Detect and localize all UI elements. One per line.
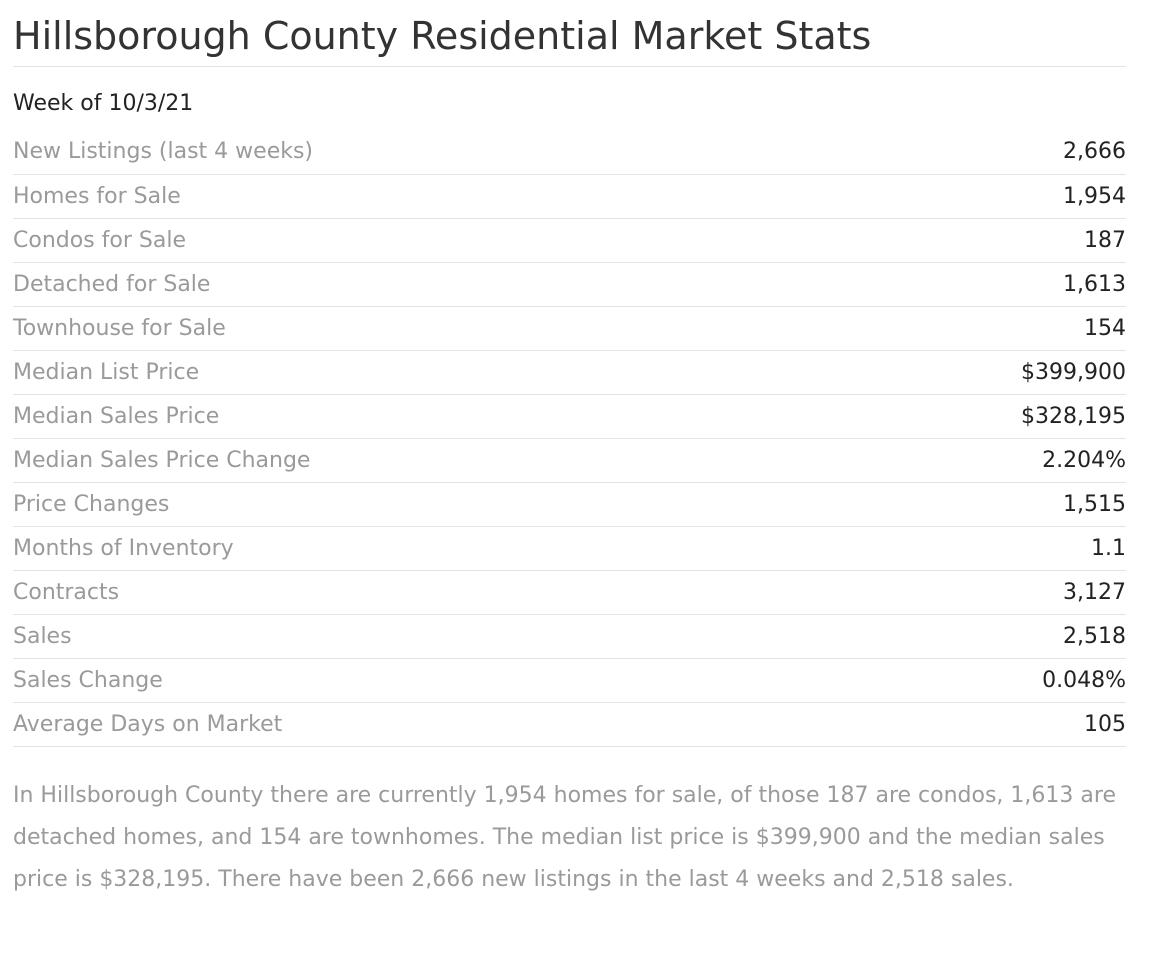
table-row: Sales Change 0.048%: [13, 658, 1126, 703]
title-divider: [13, 66, 1126, 67]
table-row: Price Changes 1,515: [13, 482, 1126, 527]
stat-value-median-list-price: $399,900: [837, 350, 1126, 395]
table-row: New Listings (last 4 weeks) 2,666: [13, 130, 1126, 175]
stat-value-new-listings: 2,666: [837, 130, 1126, 175]
stats-table: New Listings (last 4 weeks) 2,666 Homes …: [13, 130, 1126, 747]
stat-value-sales-change: 0.048%: [837, 658, 1126, 703]
stat-label-detached-for-sale: Detached for Sale: [13, 262, 838, 307]
stat-label-sales-change: Sales Change: [13, 658, 838, 703]
stat-label-median-list-price: Median List Price: [13, 350, 838, 395]
stat-label-median-sales-price-change: Median Sales Price Change: [13, 438, 838, 483]
table-row: Average Days on Market 105: [13, 702, 1126, 747]
stat-label-sales: Sales: [13, 614, 838, 659]
stat-label-new-listings: New Listings (last 4 weeks): [13, 130, 838, 175]
market-summary-paragraph: In Hillsborough County there are current…: [13, 782, 1116, 892]
table-row: Median Sales Price Change 2.204%: [13, 438, 1126, 483]
page-title: Hillsborough County Residential Market S…: [13, 14, 872, 58]
stat-value-detached-for-sale: 1,613: [837, 262, 1126, 307]
stat-label-homes-for-sale: Homes for Sale: [13, 174, 838, 219]
stat-label-months-of-inventory: Months of Inventory: [13, 526, 838, 571]
stat-value-townhouse-for-sale: 154: [837, 306, 1126, 351]
stat-value-contracts: 3,127: [837, 570, 1126, 615]
week-label: Week of 10/3/21: [13, 91, 194, 116]
table-row: Homes for Sale 1,954: [13, 174, 1126, 219]
stat-label-townhouse-for-sale: Townhouse for Sale: [13, 306, 838, 351]
stat-value-median-sales-price: $328,195: [837, 394, 1126, 439]
stat-value-homes-for-sale: 1,954: [837, 174, 1126, 219]
stat-label-average-days-on-market: Average Days on Market: [13, 702, 838, 747]
stat-value-sales: 2,518: [837, 614, 1126, 659]
table-row: Condos for Sale 187: [13, 218, 1126, 263]
stat-value-average-days-on-market: 105: [837, 702, 1126, 747]
table-row: Months of Inventory 1.1: [13, 526, 1126, 571]
stat-value-price-changes: 1,515: [837, 482, 1126, 527]
stat-label-contracts: Contracts: [13, 570, 838, 615]
table-row: Median Sales Price $328,195: [13, 394, 1126, 439]
table-row: Townhouse for Sale 154: [13, 306, 1126, 351]
table-row: Contracts 3,127: [13, 570, 1126, 615]
stat-value-months-of-inventory: 1.1: [837, 526, 1126, 571]
stat-value-condos-for-sale: 187: [837, 218, 1126, 263]
stat-label-price-changes: Price Changes: [13, 482, 838, 527]
table-row: Detached for Sale 1,613: [13, 262, 1126, 307]
stat-value-median-sales-price-change: 2.204%: [837, 438, 1126, 483]
table-row: Sales 2,518: [13, 614, 1126, 659]
stat-label-condos-for-sale: Condos for Sale: [13, 218, 838, 263]
table-row: Median List Price $399,900: [13, 350, 1126, 395]
stat-label-median-sales-price: Median Sales Price: [13, 394, 838, 439]
